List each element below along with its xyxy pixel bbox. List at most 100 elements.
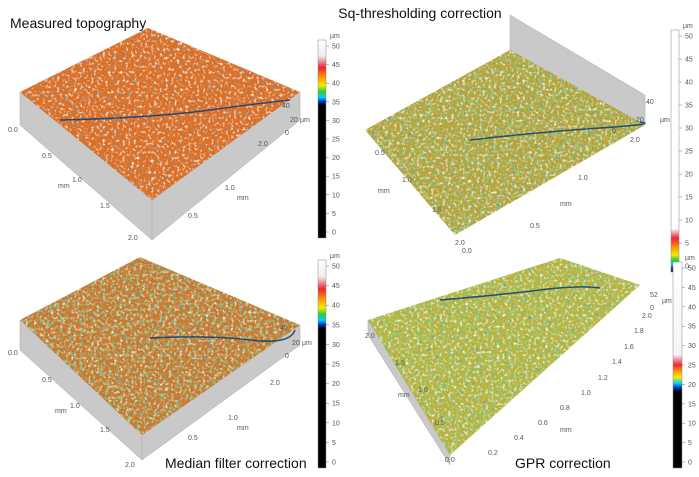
axis-tick-label: 0.0	[462, 248, 472, 255]
axis-label: mm	[58, 183, 70, 190]
colorbar-unit: µm	[330, 33, 340, 40]
panel: µm504540353025201510500.51.01.52.00.00.5…	[338, 5, 693, 273]
colorbar-tick-label: 25	[332, 362, 340, 369]
z-unit: µm	[302, 340, 312, 347]
colorbar-tick-label: 10	[685, 218, 693, 225]
axis-label: mm	[398, 392, 410, 399]
colorbar-tick-label: 0	[685, 264, 689, 271]
axis-tick-label: 1.2	[598, 375, 608, 382]
axis-tick-label: 2.0	[128, 235, 138, 242]
colorbar-tick-label: 5	[332, 440, 336, 447]
axis-label: mm	[560, 201, 572, 208]
panel: µm504540353025201510500.00.51.01.52.00.5…	[8, 15, 340, 242]
colorbar-tick-label: 15	[332, 401, 340, 408]
colorbar-tick-label: 50	[332, 44, 340, 51]
z-tick-label: 20	[290, 117, 298, 124]
colorbar-tick-label: 10	[688, 421, 696, 428]
axis-tick-label: 1.5	[432, 207, 442, 214]
axis-label: mm	[55, 408, 67, 415]
axis-tick-label: 0.2	[488, 450, 498, 457]
axis-tick-label: 1.8	[634, 328, 644, 335]
z-tick-label: 0	[285, 130, 289, 137]
surface-texture	[368, 258, 640, 455]
colorbar-tick-label: 40	[685, 80, 693, 87]
panel-title: Sq-thresholding correction	[338, 5, 501, 21]
colorbar	[672, 261, 683, 469]
z-tick-label: 20	[636, 117, 644, 124]
z-tick-label: 0	[650, 305, 654, 312]
axis-tick-label: 1.5	[395, 360, 405, 367]
axis-tick-label: 0.0	[445, 457, 455, 464]
axis-label: mm	[237, 425, 249, 432]
colorbar-tick-label: 40	[332, 81, 340, 88]
colorbar	[670, 29, 680, 273]
colorbar-tick-label: 5	[688, 440, 692, 447]
axis-label: mm	[378, 188, 390, 195]
colorbar-tick-label: 35	[332, 99, 340, 106]
z-unit: µm	[300, 117, 310, 124]
axis-label: mm	[237, 195, 249, 202]
panel: µm504540353025201510502.01.51.00.50.00.2…	[365, 255, 696, 471]
axis-tick-label: 2.0	[270, 380, 280, 387]
axis-tick-label: 0.0	[8, 127, 18, 134]
axis-tick-label: 1.4	[612, 359, 622, 366]
colorbar-tick-label: 40	[688, 304, 696, 311]
colorbar-tick-label: 45	[688, 285, 696, 292]
panel-title: Measured topography	[10, 15, 146, 31]
axis-tick-label: 2.0	[630, 137, 640, 144]
colorbar-tick-label: 50	[685, 34, 693, 41]
colorbar-tick-label: 40	[332, 303, 340, 310]
colorbar-tick-label: 25	[688, 363, 696, 370]
colorbar	[317, 259, 327, 469]
colorbar-tick-label: 50	[688, 266, 696, 273]
colorbar-tick-label: 20	[332, 381, 340, 388]
surface-crack	[469, 121, 646, 141]
colorbar-tick-label: 35	[688, 324, 696, 331]
axis-tick-label: 2.0	[258, 141, 268, 148]
colorbar-tick-label: 0	[688, 460, 692, 467]
axis-label: mm	[560, 427, 572, 434]
colorbar-tick-label: 45	[685, 57, 693, 64]
surface-texture	[20, 28, 300, 200]
colorbar-tick-label: 25	[685, 149, 693, 156]
colorbar-tick-label: 50	[332, 264, 340, 271]
z-tick-label: 40	[280, 325, 288, 332]
z-tick-label: 0	[612, 128, 616, 135]
surface-crack	[149, 329, 296, 343]
axis-tick-label: 0.8	[560, 405, 570, 412]
colorbar	[317, 39, 327, 239]
colorbar-tick-label: 15	[688, 401, 696, 408]
colorbar-tick-label: 20	[332, 155, 340, 162]
z-unit: µm	[662, 298, 672, 305]
colorbar-unit: µm	[330, 253, 340, 260]
axis-tick-label: 2.0	[642, 313, 652, 320]
colorbar-tick-label: 30	[685, 126, 693, 133]
z-tick-label: 40	[282, 103, 290, 110]
axis-tick-label: 1.0	[72, 177, 82, 184]
z-tick-label: 20	[292, 340, 300, 347]
axis-tick-label: 1.0	[228, 415, 238, 422]
colorbar-tick-label: 30	[332, 342, 340, 349]
colorbar-tick-label: 15	[332, 174, 340, 181]
axis-tick-label: 1.0	[578, 175, 588, 182]
axis-tick-label: 2.0	[125, 462, 135, 469]
axis-tick-label: 0.6	[538, 420, 548, 427]
surface-texture	[365, 50, 645, 235]
axis-tick-label: 1.5	[100, 427, 110, 434]
z-tick-label: 52	[650, 292, 658, 299]
colorbar-tick-label: 10	[332, 420, 340, 427]
axis-tick-label: 1.0	[225, 185, 235, 192]
colorbar-tick-label: 30	[688, 343, 696, 350]
surface-wall	[367, 319, 451, 466]
axis-tick-label: 0.5	[435, 420, 445, 427]
colorbar-tick-label: 30	[332, 118, 340, 125]
colorbar-tick-label: 15	[685, 195, 693, 202]
colorbar-tick-label: 35	[685, 103, 693, 110]
colorbar-tick-label: 35	[332, 322, 340, 329]
surface-crack	[59, 99, 291, 121]
panel-title: Median filter correction	[165, 455, 307, 471]
panel-title: GPR correction	[515, 455, 611, 471]
colorbar-tick-label: 0	[332, 460, 336, 467]
axis-tick-label: 0.5	[188, 435, 198, 442]
